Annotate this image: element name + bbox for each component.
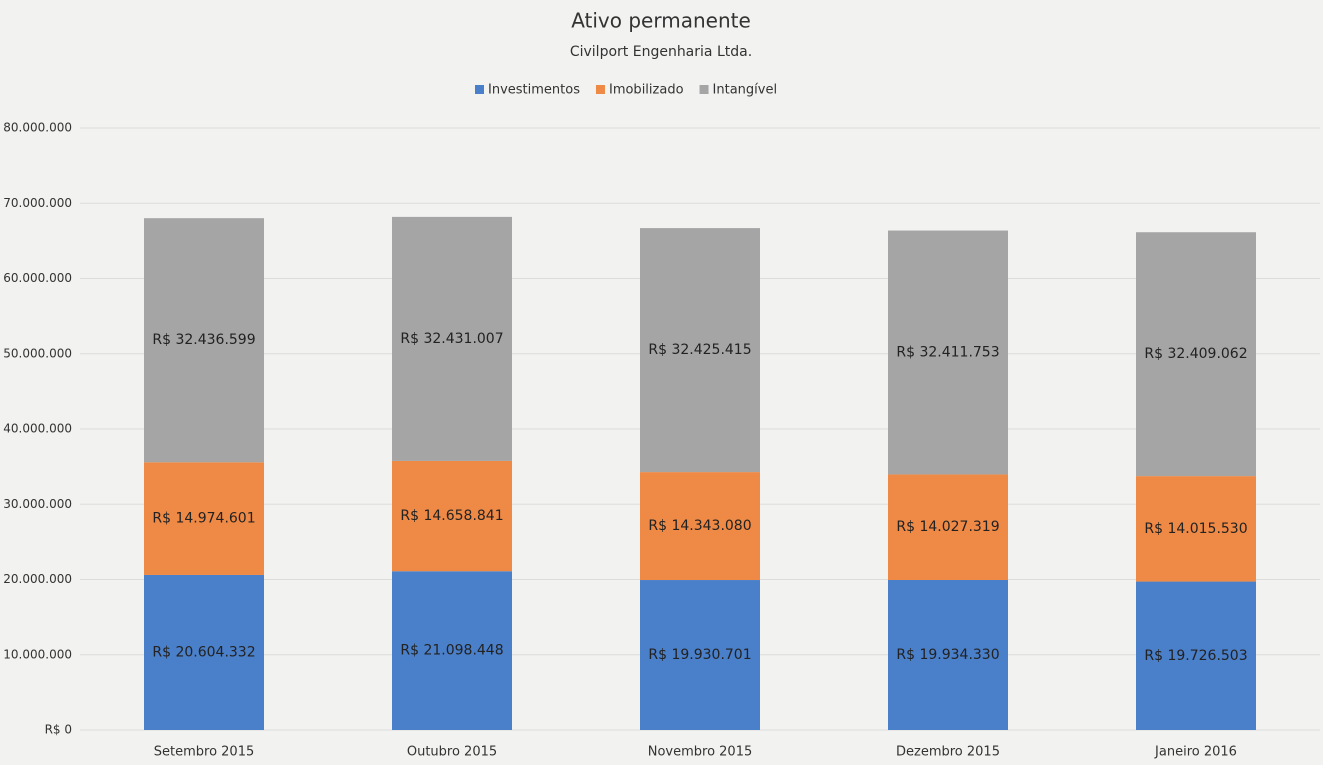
bar-segment <box>640 580 760 730</box>
data-label: R$ 20.604.332 <box>152 644 255 660</box>
bar-segment <box>1136 232 1256 477</box>
data-label: R$ 19.726.503 <box>1144 648 1247 664</box>
bar-segment <box>144 218 264 463</box>
bar-segment <box>888 474 1008 580</box>
bar-segment <box>1136 476 1256 582</box>
bar-segment <box>144 574 264 730</box>
legend-label: Intangível <box>713 83 778 98</box>
legend-label: Imobilizado <box>609 83 684 98</box>
data-label: R$ 19.934.330 <box>896 647 999 663</box>
chart-subtitle: Civilport Engenharia Ltda. <box>570 44 752 60</box>
data-label: R$ 32.436.599 <box>152 332 255 348</box>
bar-segment <box>144 462 264 575</box>
data-label: R$ 14.027.319 <box>896 519 999 535</box>
y-tick-label: R$ 0 <box>45 723 72 737</box>
x-tick-label: Setembro 2015 <box>154 745 255 760</box>
bar-segment <box>640 228 760 473</box>
y-tick-label: R$ 20.000.000 <box>0 572 72 586</box>
data-label: R$ 14.343.080 <box>648 518 751 534</box>
y-tick-label: R$ 70.000.000 <box>0 196 72 210</box>
y-tick-label: R$ 60.000.000 <box>0 271 72 285</box>
x-tick-label: Outubro 2015 <box>407 745 497 760</box>
bar-segment <box>392 216 512 461</box>
bar-segment <box>1136 581 1256 730</box>
y-tick-label: R$ 10.000.000 <box>0 647 72 661</box>
legend-swatch <box>475 85 484 94</box>
data-label: R$ 21.098.448 <box>400 643 503 659</box>
y-tick-label: R$ 30.000.000 <box>0 497 72 511</box>
bar-segment <box>640 472 760 581</box>
data-label: R$ 19.930.701 <box>648 647 751 663</box>
data-label: R$ 32.425.415 <box>648 342 751 358</box>
bar-segment <box>888 230 1008 475</box>
bar-segment <box>392 571 512 730</box>
y-tick-label: R$ 40.000.000 <box>0 422 72 436</box>
data-label: R$ 32.411.753 <box>896 344 999 360</box>
legend-swatch <box>595 85 605 94</box>
data-label: R$ 14.974.601 <box>152 511 255 527</box>
x-tick-label: Novembro 2015 <box>648 745 753 760</box>
data-label: R$ 32.431.007 <box>400 331 503 347</box>
bar-segment <box>392 460 512 572</box>
data-label: R$ 14.658.841 <box>400 508 503 524</box>
x-tick-label: Janeiro 2016 <box>1154 745 1237 760</box>
chart-title: Ativo permanente <box>571 9 751 33</box>
y-tick-label: R$ 50.000.000 <box>0 346 72 360</box>
data-label: R$ 32.409.062 <box>1144 346 1247 362</box>
legend-label: Investimentos <box>488 83 580 98</box>
y-tick-label: R$ 80.000.000 <box>0 121 72 135</box>
data-label: R$ 14.015.530 <box>1144 521 1247 537</box>
legend-swatch <box>699 85 709 94</box>
bar-segment <box>888 579 1008 730</box>
x-tick-label: Dezembro 2015 <box>896 745 1000 760</box>
